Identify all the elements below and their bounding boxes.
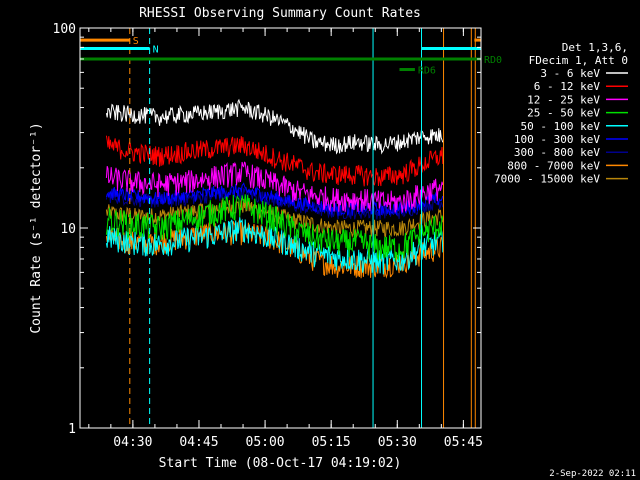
- flag-label-0: S: [133, 36, 139, 47]
- y-tick-label-1: 10: [60, 222, 76, 237]
- x-tick-label-4: 05:30: [378, 435, 417, 450]
- legend-label-7: 800 - 7000 keV: [507, 159, 600, 172]
- footer-timestamp: 2-Sep-2022 02:11: [549, 469, 636, 479]
- y-tick-label-2: 100: [53, 22, 76, 37]
- plot-area: S N RD0 RD6 1 10 100 04:30 04:45 05:00 05:15 05:30 0…: [53, 22, 503, 450]
- flag-label-5: RD6: [418, 66, 436, 77]
- series-line-5: [105, 182, 444, 217]
- x-tick-label-0: 04:30: [113, 435, 152, 450]
- x-tick-label-5: 05:45: [444, 435, 483, 450]
- y-axis-title: Count Rate (s⁻¹ detector⁻¹): [29, 122, 44, 333]
- legend-label-8: 7000 - 15000 keV: [494, 173, 600, 186]
- flag-label-1: N: [153, 44, 159, 55]
- x-tick-label-1: 04:45: [179, 435, 218, 450]
- chart-title: RHESSI Observing Summary Count Rates: [139, 6, 421, 21]
- legend-label-5: 100 - 300 keV: [514, 133, 600, 146]
- x-axis-title: Start Time (08-Oct-17 04:19:02): [159, 456, 402, 471]
- x-tick-label-3: 05:15: [312, 435, 351, 450]
- legend-label-2: 12 - 25 keV: [527, 93, 600, 106]
- legend-label-3: 25 - 50 keV: [527, 107, 600, 120]
- series-line-1: [105, 135, 444, 187]
- flag-label-4: RD0: [484, 55, 502, 66]
- series-line-3: [105, 194, 444, 262]
- legend-header-0: Det 1,3,6,: [562, 41, 628, 54]
- legend-label-4: 50 - 100 keV: [521, 120, 601, 133]
- series-line-4: [105, 217, 444, 275]
- legend-label-0: 3 - 6 keV: [540, 67, 600, 80]
- legend-header-1: FDecim 1, Att 0: [529, 54, 628, 67]
- legend-label-1: 6 - 12 keV: [534, 80, 601, 93]
- series-line-2: [105, 161, 444, 213]
- legend-label-6: 300 - 800 keV: [514, 146, 600, 159]
- series-line-0: [105, 98, 444, 155]
- y-tick-label-0: 1: [68, 422, 76, 437]
- series-group: [105, 98, 444, 279]
- x-tick-label-2: 05:00: [246, 435, 285, 450]
